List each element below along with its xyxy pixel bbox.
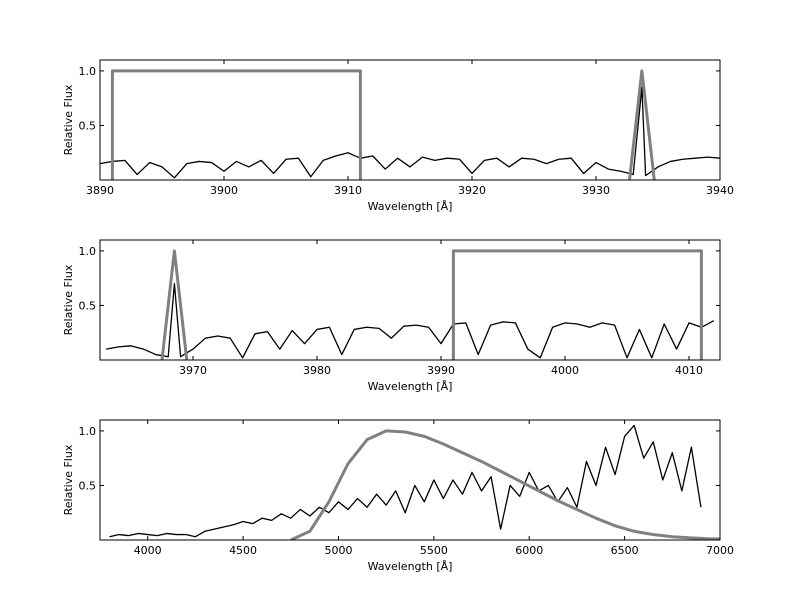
x-tick-label: 3890 — [86, 184, 114, 197]
y-tick-label: 1.0 — [79, 245, 97, 258]
y-axis-label: Relative Flux — [62, 84, 75, 155]
axes-frame — [99, 419, 721, 541]
y-tick-label: 1.0 — [79, 425, 97, 438]
x-tick-label: 7000 — [706, 544, 734, 557]
x-tick-label: 4010 — [675, 364, 703, 377]
y-tick-label: 0.5 — [79, 479, 97, 492]
filter-line — [160, 249, 703, 360]
x-tick-label: 3930 — [582, 184, 610, 197]
y-tick-label: 0.5 — [79, 119, 97, 132]
x-tick-label: 5500 — [420, 544, 448, 557]
axes-frame — [99, 239, 721, 361]
x-tick-label: 3970 — [179, 364, 207, 377]
x-axis-label: Wavelength [Å] — [368, 560, 453, 573]
y-tick-label: 0.5 — [79, 299, 97, 312]
x-tick-label: 3900 — [210, 184, 238, 197]
spectrum-line — [100, 86, 720, 179]
x-tick-label: 4000 — [551, 364, 579, 377]
x-tick-label: 3980 — [303, 364, 331, 377]
x-axis-label: Wavelength [Å] — [368, 200, 453, 213]
filter-line — [110, 69, 656, 180]
x-axis-label: Wavelength [Å] — [368, 380, 453, 393]
filter-line — [290, 429, 720, 540]
x-tick-label: 3920 — [458, 184, 486, 197]
x-tick-label: 6000 — [515, 544, 543, 557]
axes-frame — [99, 59, 721, 181]
x-tick-label: 4500 — [229, 544, 257, 557]
x-tick-label: 3910 — [334, 184, 362, 197]
spectrum-line — [109, 424, 702, 538]
x-tick-label: 6500 — [611, 544, 639, 557]
x-tick-label: 5000 — [324, 544, 352, 557]
y-tick-label: 1.0 — [79, 65, 97, 78]
x-tick-label: 3940 — [706, 184, 734, 197]
y-axis-label: Relative Flux — [62, 264, 75, 335]
x-tick-label: 3990 — [427, 364, 455, 377]
x-tick-label: 4000 — [134, 544, 162, 557]
spectrum-line — [106, 282, 715, 359]
y-axis-label: Relative Flux — [62, 444, 75, 515]
